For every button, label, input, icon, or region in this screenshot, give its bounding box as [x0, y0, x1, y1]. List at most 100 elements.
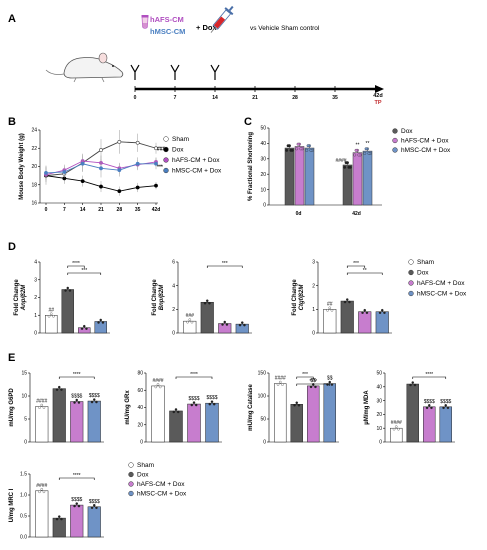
panel-e-grx-dot	[210, 400, 214, 403]
panel-e-catalase-bar-hafs-cm-dox	[307, 385, 320, 443]
panel-d-anp-y-tick-label: 0	[34, 331, 37, 337]
panel-e-mda-dot	[392, 427, 396, 431]
panel-c-x-tick-label: 0d	[296, 211, 302, 217]
panel-b-point-hmsc-cm-dox	[99, 166, 103, 171]
panel-c-y-tick-label: 50	[260, 126, 266, 132]
panel-c-annotation: ####	[335, 158, 346, 164]
panel-e-catalase-y-tick-label: 50	[260, 417, 266, 423]
panel-b: 16 18 20 22 24 Mouse Body Weight (g) 0 7 14 21 28 3…	[19, 128, 222, 213]
panel-c-dot	[364, 147, 368, 151]
timeline-tick-label: 28	[292, 95, 298, 101]
panel-e-mda-dot	[427, 404, 431, 407]
treatment-hafs: hAFS-CM	[150, 15, 184, 24]
panel-e-legend-swatch-hafs-cm-dox	[128, 481, 134, 487]
panel-c-y-tick-label: 30	[260, 157, 266, 163]
panel-label-d: D	[8, 241, 16, 253]
panel-d-anp-y-tick-label: 3	[34, 277, 37, 283]
panel-d-anp-dot	[66, 286, 70, 290]
panel-d-ctgf-annotation: ***	[353, 261, 359, 267]
panel-e-mda-bar-sham	[390, 427, 403, 443]
panel-b-point-sham	[135, 140, 140, 145]
panel-c-legend-label-hafs-cm-dox: hAFS-CM + Dox	[401, 138, 449, 145]
panel-d-ctgf-dot	[345, 298, 349, 301]
panel-c-dot	[309, 148, 313, 152]
panel-e-catalase-annotation: ****	[309, 379, 317, 385]
panel-d-anp-bracket	[67, 265, 85, 268]
panel-b-legend-label-hafs-cm-dox: hAFS-CM + Dox	[172, 157, 220, 164]
panel-d-bnp-y-tick-label: 6	[172, 260, 175, 266]
panel-e-mrc-dot	[73, 504, 76, 508]
panel-e-grx-dot	[190, 403, 194, 407]
panel-e-catalase-bar-dox	[290, 404, 303, 443]
panel-e-mda-dot	[446, 406, 450, 410]
panel-c-dot	[344, 161, 348, 165]
timeline-end-label: 42d	[373, 93, 382, 99]
panel-e-catalase-annotation: $$	[310, 378, 316, 384]
timeline-tick-label: 35	[332, 95, 338, 101]
panel-e-legend-swatch-dox	[128, 471, 134, 478]
panel-d-anp-y-tick-label: 1	[34, 313, 37, 319]
panel-d-anp-dot	[64, 289, 67, 292]
panel-e-g6pd-y-tick-label: 5	[24, 417, 27, 423]
panel-d-bnp-dot	[190, 320, 194, 324]
panel-e-mda-y-tick-label: 30	[376, 398, 382, 404]
panel-d-anp-bar-sham	[45, 315, 58, 334]
panel-e-grx-y-tick-label: 40	[137, 405, 143, 411]
panel-b-legend-label-dox: Dox	[172, 147, 184, 154]
panel-b-x-tick-label: 42d	[152, 207, 161, 213]
panel-d-bnp-dot	[225, 323, 229, 326]
panel-e-mrc-dot	[90, 506, 94, 510]
panel-d-bnp-dot	[203, 301, 207, 305]
panel-d-anp-dot	[85, 327, 88, 330]
panel-b-y-tick-label: 20	[31, 164, 37, 170]
panel-d-legend-label-hafs-cm-dox: hAFS-CM + Dox	[417, 280, 465, 287]
panel-c-dot	[286, 144, 290, 148]
panel-c-y-tick-label: 20	[260, 172, 266, 178]
panel-e-mda-y-tick-label: 20	[376, 412, 382, 418]
panel-e-catalase-dot	[297, 404, 301, 407]
panel-e-g6pd-dot	[40, 403, 44, 407]
panel-d-bnp-dot	[208, 301, 211, 305]
panel-b-legend-label-hmsc-cm-dox: hMSC-CM + Dox	[172, 168, 222, 175]
panel-b-point-hmsc-cm-dox	[44, 170, 48, 175]
panel-d-legend-swatch-hmsc-cm-dox	[408, 290, 414, 297]
panel-d-ctgf-y-tick-label: 0	[312, 331, 315, 337]
panel-d-bnp-dot	[223, 320, 226, 324]
panel-d-ctgf-dot	[383, 311, 386, 314]
panel-e-catalase-dot	[276, 383, 280, 386]
injection-arrow-icon	[130, 64, 140, 80]
panel-c-bar-hafs-cm-dox	[294, 146, 305, 206]
panel-e-g6pd-dot	[42, 406, 46, 409]
panel-e-catalase-annotation: ####	[275, 376, 286, 382]
panel-c-dot	[353, 153, 357, 157]
panel-d-ctgf-y-tick-label: 2	[312, 283, 315, 289]
panel-b-x-tick-label: 21	[98, 207, 104, 213]
panel-e-grx-bar-dox	[169, 410, 183, 443]
panel-c-annotation: **	[356, 143, 360, 149]
panel-e-legend-swatch-hmsc-cm-dox	[128, 490, 134, 497]
plus-dox-label: + Dox	[196, 23, 217, 32]
panel-d-anp-y-tick-label: 4	[34, 260, 37, 266]
panel-e-g6pd-dot	[95, 400, 98, 404]
panel-d-anp-ylabel-gene: Anp/β2M	[21, 284, 27, 311]
panel-e-mda-bracket	[412, 376, 447, 379]
panel-e-mrc-bar-sham	[35, 490, 49, 538]
panel-e-grx-bar-hafs-cm-dox	[187, 403, 201, 443]
panel-e-mda-dot	[397, 427, 400, 431]
panel-e-catalase-dot	[309, 385, 313, 389]
panel-d-ctgf-annotation: ##	[327, 301, 333, 307]
panel-b-point-dox	[154, 183, 158, 188]
panel-b-x-tick-label: 14	[80, 207, 86, 213]
panel-e-mda-dot	[444, 404, 447, 407]
panel-d-ctgf-bracket	[346, 272, 383, 275]
panel-d-bnp-dot	[186, 320, 189, 324]
panel-b-point-sham	[117, 139, 122, 144]
panel-c-annotation: **	[366, 141, 370, 147]
panel-b-y-tick-label: 24	[31, 128, 37, 134]
panel-e-catalase-dot	[293, 404, 296, 407]
panel-b-x-tick-label: 28	[117, 207, 123, 213]
panel-e-g6pd-bar-sham	[35, 406, 49, 443]
timeline-tick-label: 21	[252, 95, 258, 101]
panel-d-ctgf-y-tick-label: 1	[312, 307, 315, 313]
